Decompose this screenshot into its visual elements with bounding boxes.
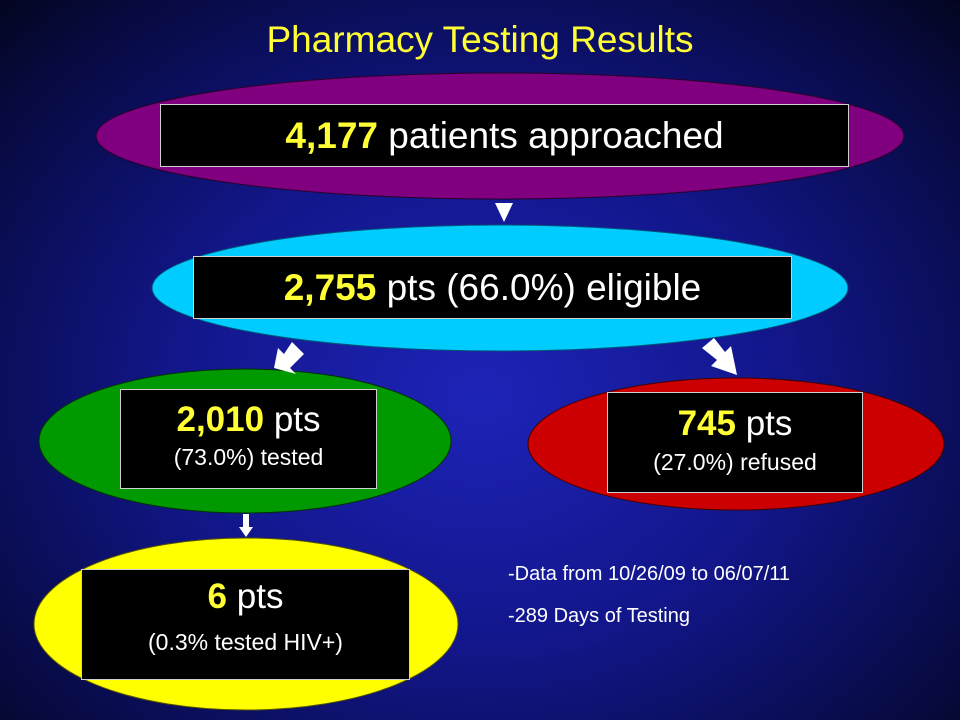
arrow-eligible-to-tested [274,342,304,374]
slide-title: Pharmacy Testing Results [266,19,694,60]
eligible-label: pts (66.0%) eligible [386,267,702,308]
approached-label: patients approached [388,115,724,156]
tested-label: pts [273,400,321,439]
approached-line: 4,177 patients approached [285,115,723,156]
positive-sublabel: (0.3% tested HIV+) [148,629,343,655]
note-date-range: -Data from 10/26/09 to 06/07/11 [508,563,791,585]
approached-box: 4,177 patients approached [160,104,849,167]
refused-label: pts [745,404,793,443]
positive-box: 6 pts (0.3% tested HIV+) [81,569,410,680]
positive-number: 6 [207,577,228,616]
refused-box: 745 pts (27.0%) refused [607,392,863,493]
positive-label: pts [236,577,284,616]
tested-sublabel: (73.0%) tested [173,444,324,470]
eligible-box: 2,755 pts (66.0%) eligible [193,256,792,319]
notes: -Data from 10/26/09 to 06/07/11 -289 Day… [508,563,790,647]
arrow-approached-to-eligible [495,203,513,222]
approached-number: 4,177 [285,115,378,156]
tested-box: 2,010 pts (73.0%) tested [120,389,377,489]
tested-number: 2,010 [176,400,265,439]
eligible-number: 2,755 [283,267,377,308]
refused-sublabel: (27.0%) refused [653,449,817,475]
note-days-testing: -289 Days of Testing [508,605,690,627]
refused-number: 745 [677,404,736,443]
arrow-eligible-to-refused [702,338,737,375]
arrow-tested-to-positive [239,514,253,537]
